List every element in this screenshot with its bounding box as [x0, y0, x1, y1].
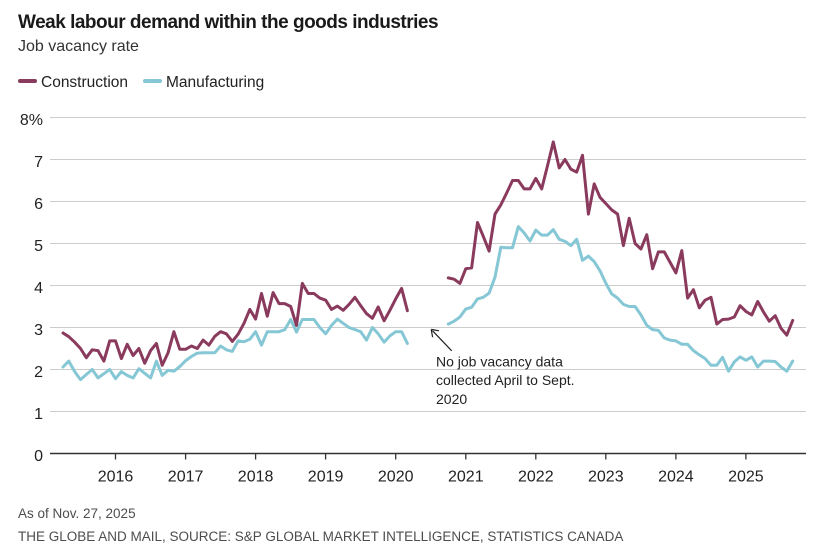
svg-text:6: 6: [34, 196, 43, 213]
svg-text:4: 4: [34, 280, 43, 297]
svg-text:3: 3: [34, 322, 43, 339]
svg-text:2018: 2018: [238, 469, 274, 486]
svg-text:1: 1: [34, 406, 43, 423]
svg-text:8%: 8%: [20, 112, 43, 129]
svg-text:7: 7: [34, 154, 43, 171]
svg-text:2025: 2025: [728, 469, 764, 486]
svg-text:5: 5: [34, 238, 43, 255]
svg-text:2019: 2019: [308, 469, 344, 486]
svg-text:2020: 2020: [436, 391, 467, 407]
svg-text:2024: 2024: [658, 469, 694, 486]
svg-text:2017: 2017: [168, 469, 204, 486]
svg-text:0: 0: [34, 448, 43, 465]
svg-text:2023: 2023: [588, 469, 624, 486]
svg-text:2: 2: [34, 364, 43, 381]
svg-text:collected April to Sept.: collected April to Sept.: [436, 372, 575, 388]
svg-text:2022: 2022: [518, 469, 554, 486]
svg-text:No job vacancy data: No job vacancy data: [436, 354, 563, 370]
svg-text:2016: 2016: [98, 469, 134, 486]
svg-text:2021: 2021: [448, 469, 484, 486]
svg-text:2020: 2020: [378, 469, 414, 486]
